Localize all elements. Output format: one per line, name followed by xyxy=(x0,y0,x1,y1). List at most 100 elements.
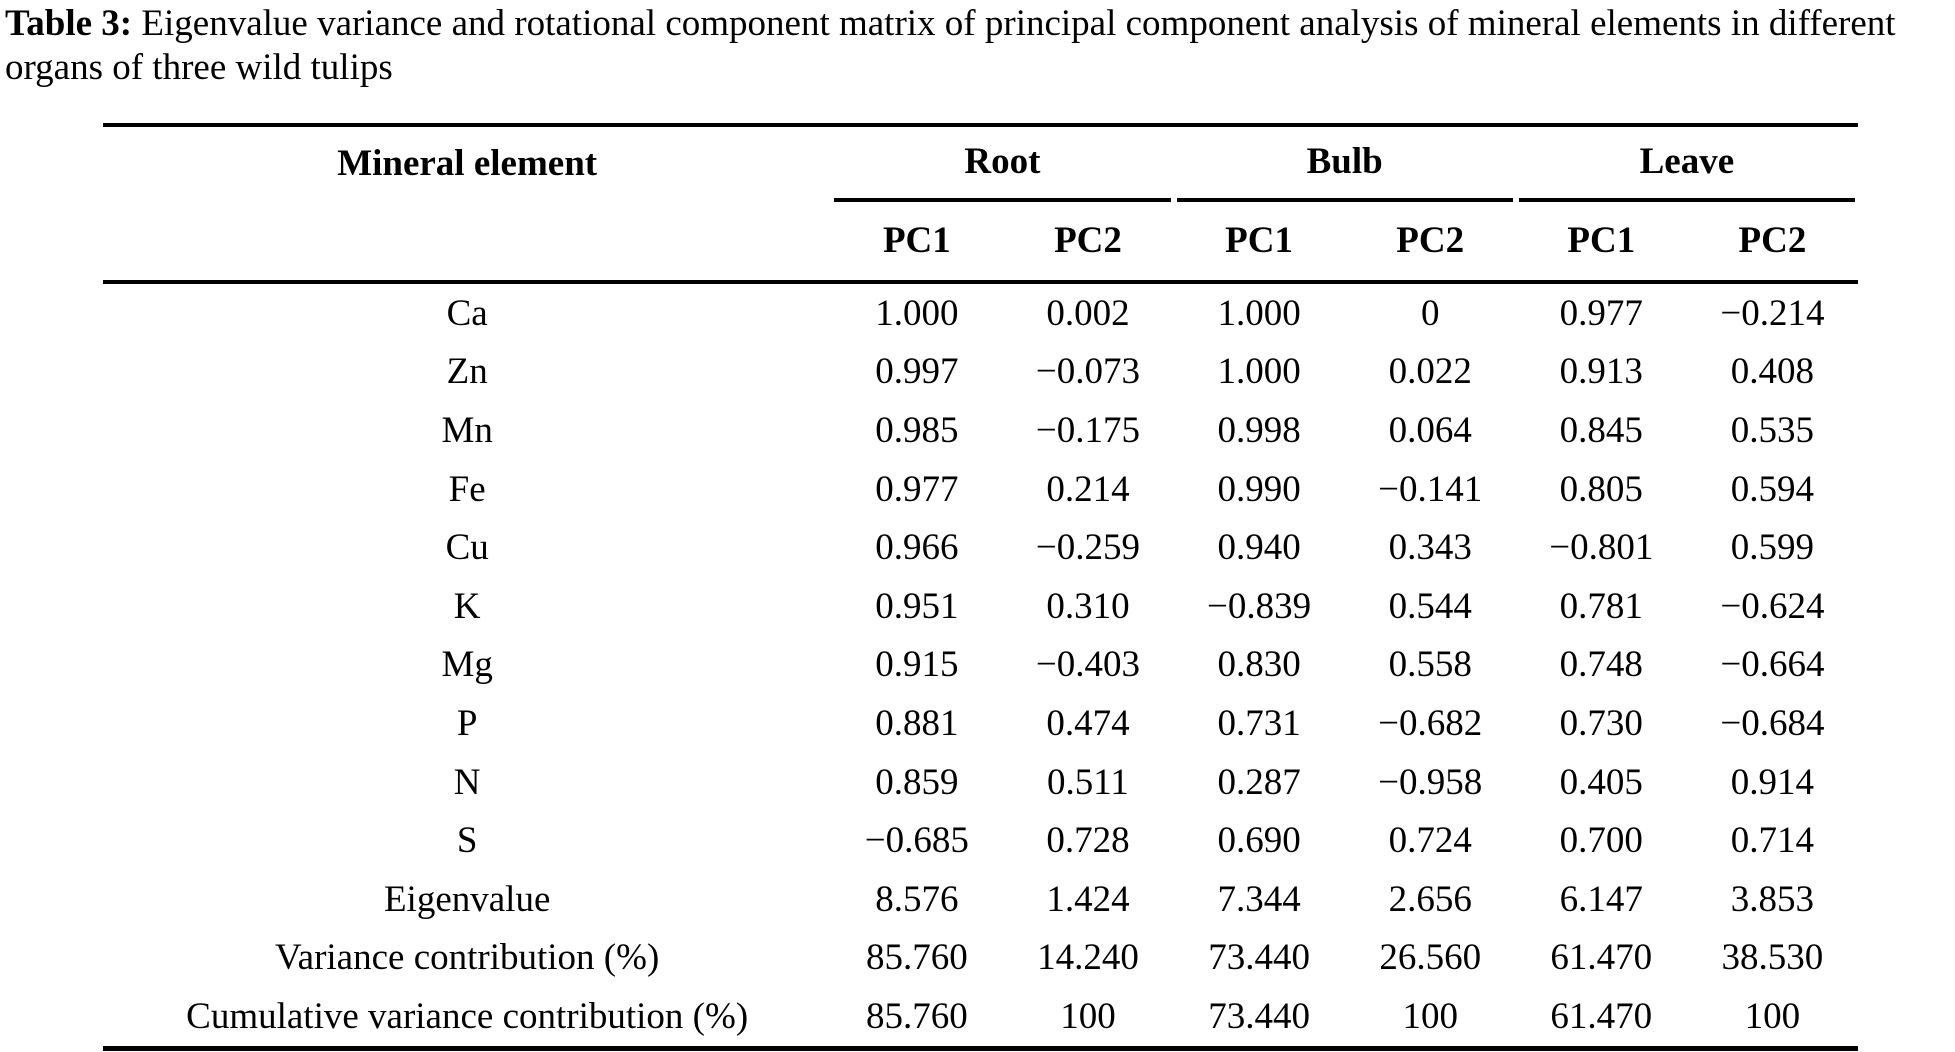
cell-value: 0.310 xyxy=(1046,585,1130,627)
cell-value: 0.730 xyxy=(1559,702,1643,744)
cell-value: 61.470 xyxy=(1550,995,1653,1037)
cell-value: 0.535 xyxy=(1730,409,1815,451)
cell-value: 0.997 xyxy=(875,351,959,393)
row-label: Cu xyxy=(445,527,489,569)
column-header-mineral-element: Mineral element xyxy=(337,143,598,184)
cell-value: 0 xyxy=(1420,292,1440,334)
cell-value: −0.958 xyxy=(1378,761,1483,803)
table-caption-text: Eigenvalue variance and rotational compo… xyxy=(5,3,1896,89)
cell-value: 1.000 xyxy=(875,292,959,334)
group-header-root: Root xyxy=(831,125,1173,202)
table-caption: Table 3: Eigenvalue variance and rotatio… xyxy=(5,2,1953,91)
row-label: P xyxy=(456,702,478,744)
row-label: Mn xyxy=(441,409,493,451)
cell-value: 0.913 xyxy=(1559,351,1643,393)
cell-value: −0.259 xyxy=(1035,527,1141,569)
cell-value: −0.141 xyxy=(1378,468,1483,510)
table-row: P 0.881 0.474 0.731 −0.682 0.730 −0.684 xyxy=(103,694,1858,753)
subheader-leave-pc1: PC1 xyxy=(1515,200,1687,284)
cell-value: 100 xyxy=(1402,995,1458,1037)
cell-value: −0.684 xyxy=(1720,702,1825,744)
cell-value: −0.839 xyxy=(1207,585,1312,627)
table-caption-label: Table 3: xyxy=(5,3,133,44)
cell-value: 26.560 xyxy=(1379,937,1482,979)
cell-value: 0.914 xyxy=(1730,761,1815,803)
group-header-bulb: Bulb xyxy=(1174,125,1516,202)
group-header-leave-label: Leave xyxy=(1518,125,1855,202)
cell-value: 0.985 xyxy=(875,409,959,451)
cell-value: 100 xyxy=(1744,995,1801,1037)
cell-value: 0.845 xyxy=(1559,409,1643,451)
cell-value: 3.853 xyxy=(1730,878,1815,920)
cell-value: 0.748 xyxy=(1559,644,1643,686)
subheader-root-pc2: PC2 xyxy=(1002,200,1174,284)
cell-value: 0.830 xyxy=(1217,644,1301,686)
cell-value: 0.781 xyxy=(1559,585,1643,627)
cell-value: 0.998 xyxy=(1217,409,1301,451)
cell-value: 0.881 xyxy=(875,702,959,744)
table-body: Ca 1.000 0.002 1.000 0 0.977 −0.214 Zn 0.997 −0.0… xyxy=(103,282,1858,1048)
cell-value: −0.685 xyxy=(864,820,969,862)
cell-value: 0.544 xyxy=(1388,585,1472,627)
table-row: Zn 0.997 −0.073 1.000 0.022 0.913 0.408 xyxy=(103,343,1858,402)
table-row: K 0.951 0.310 −0.839 0.544 0.781 −0.624 xyxy=(103,577,1858,636)
cell-value: −0.073 xyxy=(1035,351,1141,393)
cell-value: 0.977 xyxy=(1559,292,1643,334)
cell-value: 0.343 xyxy=(1388,527,1472,569)
cell-value: 73.440 xyxy=(1208,995,1310,1037)
cell-value: 0.724 xyxy=(1388,820,1472,862)
cell-value: −0.624 xyxy=(1720,585,1825,627)
cell-value: 0.728 xyxy=(1046,820,1130,862)
cell-value: 0.405 xyxy=(1559,761,1643,803)
row-label: Cumulative variance contribution (%) xyxy=(186,995,749,1037)
subheader-row: PC1 PC2 PC1 PC2 PC1 PC2 xyxy=(103,200,1858,284)
table-row: S −0.685 0.728 0.690 0.724 0.700 0.714 xyxy=(103,811,1858,870)
cell-value: 0.731 xyxy=(1217,702,1301,744)
cell-value: 38.530 xyxy=(1721,937,1824,979)
cell-value: 0.690 xyxy=(1217,820,1301,862)
row-label: Variance contribution (%) xyxy=(275,937,660,979)
table-row: Cumulative variance contribution (%) 85.7… xyxy=(103,987,1858,1048)
cell-value: −0.664 xyxy=(1720,644,1825,686)
cell-value: 0.408 xyxy=(1730,351,1815,393)
group-header-root-label: Root xyxy=(834,125,1171,202)
cell-value: 2.656 xyxy=(1388,878,1472,920)
group-header-row: Mineral element Root Bulb Leave xyxy=(103,125,1858,202)
subheader-bulb-pc1: PC1 xyxy=(1173,200,1345,284)
cell-value: 0.805 xyxy=(1559,468,1643,510)
subheader-leave-pc2: PC2 xyxy=(1686,200,1858,284)
cell-value: 0.022 xyxy=(1388,351,1472,393)
cell-value: −0.214 xyxy=(1720,292,1825,334)
cell-value: 0.287 xyxy=(1217,761,1301,803)
cell-value: 100 xyxy=(1060,995,1116,1037)
row-label: Eigenvalue xyxy=(383,878,551,920)
table-row: Ca 1.000 0.002 1.000 0 0.977 −0.214 xyxy=(103,282,1858,343)
table-row: Variance contribution (%) 85.760 14.240 73.… xyxy=(103,929,1858,988)
row-label: Mg xyxy=(441,644,493,686)
table-container: Mineral element Root Bulb Leave PC1 PC2 … xyxy=(103,123,1858,1051)
table-row: Fe 0.977 0.214 0.990 −0.141 0.805 0.594 xyxy=(103,460,1858,519)
cell-value: 0.700 xyxy=(1559,820,1643,862)
cell-value: −0.403 xyxy=(1035,644,1141,686)
cell-value: −0.682 xyxy=(1378,702,1483,744)
table-row: Eigenvalue 8.576 1.424 7.344 2.656 6.147 3.853 xyxy=(103,870,1858,929)
table-row: Mg 0.915 −0.403 0.830 0.558 0.748 −0.664 xyxy=(103,636,1858,695)
subheader-root-pc1: PC1 xyxy=(831,200,1003,284)
cell-value: 14.240 xyxy=(1037,937,1139,979)
cell-value: 0.474 xyxy=(1046,702,1130,744)
cell-value: 0.990 xyxy=(1217,468,1301,510)
pca-table: Mineral element Root Bulb Leave PC1 PC2 … xyxy=(103,123,1858,1051)
row-label: S xyxy=(456,820,478,862)
cell-value: 0.594 xyxy=(1730,468,1815,510)
cell-value: 85.760 xyxy=(865,995,968,1037)
cell-value: 7.344 xyxy=(1217,878,1301,920)
cell-value: 0.977 xyxy=(875,468,959,510)
cell-value: 0.966 xyxy=(875,527,959,569)
cell-value: 1.424 xyxy=(1046,878,1130,920)
cell-value: 0.915 xyxy=(875,644,959,686)
cell-value: 6.147 xyxy=(1559,878,1643,920)
cell-value: 1.000 xyxy=(1217,351,1301,393)
row-label: Zn xyxy=(446,351,488,393)
cell-value: 73.440 xyxy=(1208,937,1310,979)
